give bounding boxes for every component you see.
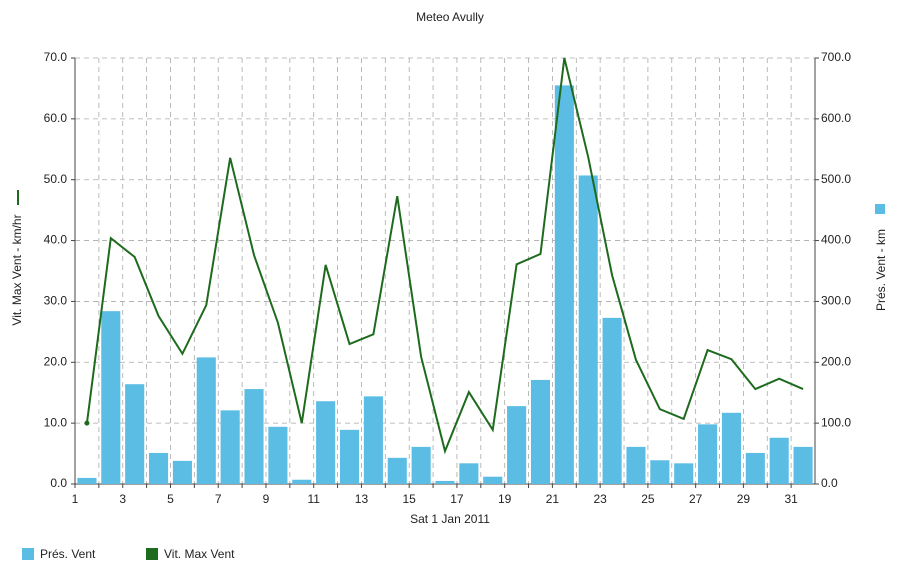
x-tick-label: 25 — [641, 492, 655, 506]
bar — [626, 446, 646, 484]
legend-label: Prés. Vent — [40, 547, 96, 561]
bar — [220, 410, 240, 484]
bar — [196, 357, 216, 484]
x-tick-label: 3 — [119, 492, 126, 506]
bar — [125, 384, 145, 484]
x-tick-label: 19 — [498, 492, 512, 506]
x-tick-label: 13 — [355, 492, 369, 506]
bar — [77, 477, 97, 484]
bar — [578, 175, 598, 484]
y-tick-label: 60.0 — [44, 111, 68, 125]
bar — [650, 460, 670, 484]
y2-axis-label: Prés. Vent - km — [874, 229, 888, 311]
y2-tick-label: 300.0 — [821, 294, 851, 308]
x-tick-label: 17 — [450, 492, 464, 506]
y-axis-label: Vit. Max Vent - km/hr — [10, 214, 24, 325]
bar — [554, 85, 574, 484]
bar — [459, 463, 479, 484]
y-tick-label: 70.0 — [44, 50, 68, 64]
x-tick-label: 21 — [546, 492, 560, 506]
bar — [721, 412, 741, 484]
x-tick-label: 9 — [263, 492, 270, 506]
y-tick-label: 0.0 — [50, 476, 67, 490]
y2-tick-label: 600.0 — [821, 111, 851, 125]
bar — [602, 317, 622, 484]
bar — [483, 476, 503, 484]
y-tick-label: 10.0 — [44, 415, 68, 429]
y-tick-label: 50.0 — [44, 172, 68, 186]
bar — [745, 452, 765, 484]
legend-swatch — [22, 548, 34, 560]
y2-tick-label: 0.0 — [821, 476, 838, 490]
bar — [149, 452, 169, 484]
legend-swatch — [146, 548, 158, 560]
bar — [244, 389, 264, 484]
bar — [316, 401, 336, 484]
x-tick-label: 27 — [689, 492, 703, 506]
y2-axis-icon — [875, 204, 885, 214]
y2-tick-label: 100.0 — [821, 415, 851, 429]
x-tick-label: 15 — [403, 492, 417, 506]
point — [84, 420, 90, 426]
bar — [793, 446, 813, 484]
y-tick-label: 20.0 — [44, 354, 68, 368]
bar — [507, 406, 527, 484]
y2-tick-label: 400.0 — [821, 233, 851, 247]
line — [85, 57, 804, 455]
bar — [101, 311, 121, 484]
legend-label: Vit. Max Vent — [164, 547, 235, 561]
bar — [411, 446, 431, 484]
x-tick-label: 31 — [784, 492, 798, 506]
bar — [172, 460, 192, 484]
bar — [674, 463, 694, 484]
bar — [769, 437, 789, 484]
bar — [530, 379, 551, 484]
bar — [292, 479, 312, 484]
bar — [698, 424, 718, 484]
y2-tick-label: 500.0 — [821, 172, 851, 186]
x-tick-label: 11 — [307, 492, 320, 506]
bar — [435, 480, 455, 484]
y2-tick-label: 200.0 — [821, 354, 851, 368]
bar — [339, 429, 360, 484]
x-tick-label: 1 — [72, 492, 79, 506]
y2-tick-label: 700.0 — [821, 50, 851, 64]
x-tick-label: 23 — [593, 492, 607, 506]
y-tick-label: 40.0 — [44, 233, 68, 247]
bar — [387, 457, 407, 484]
x-tick-label: 7 — [215, 492, 222, 506]
y-tick-label: 30.0 — [44, 294, 68, 308]
bar — [363, 396, 383, 484]
chart-title: Meteo Avully — [416, 10, 484, 24]
x-tick-label: 29 — [737, 492, 751, 506]
x-tick-label: 5 — [167, 492, 174, 506]
x-axis-label: Sat 1 Jan 2011 — [410, 512, 490, 526]
bar — [268, 426, 288, 484]
